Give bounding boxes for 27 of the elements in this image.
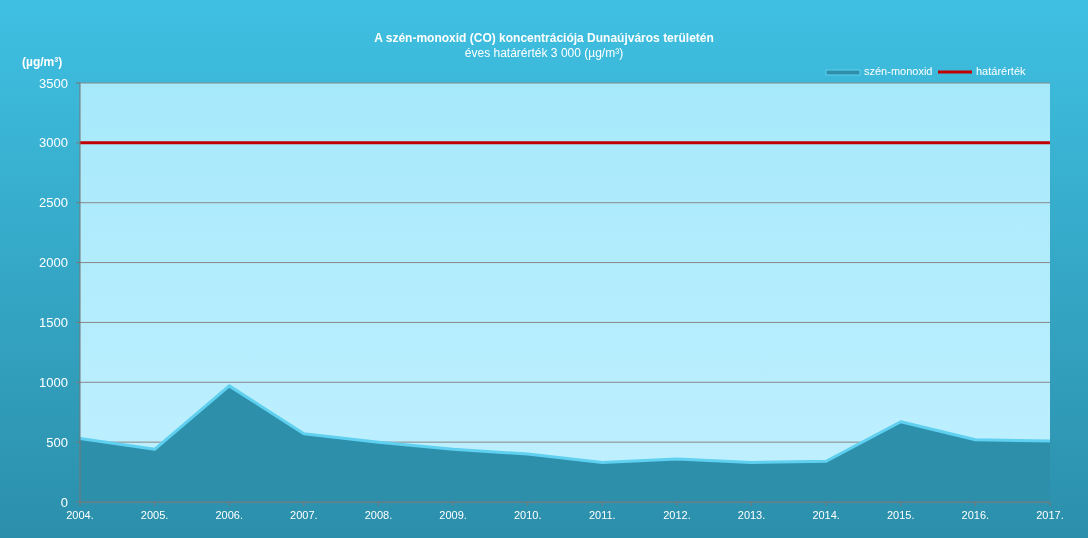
- y-tick-label: 3500: [39, 75, 68, 91]
- legend-label: szén-monoxid: [864, 65, 933, 77]
- legend-label: határérték: [976, 65, 1027, 77]
- x-tick-label: 2011.: [588, 509, 616, 521]
- x-tick-label: 2013.: [737, 509, 766, 521]
- y-tick-label: 500: [46, 434, 68, 450]
- y-axis-title: (µg/m³): [22, 55, 63, 69]
- x-tick-label: 2010.: [513, 509, 542, 521]
- y-tick-label: 1500: [39, 314, 68, 330]
- x-tick-label: 2012.: [663, 509, 691, 521]
- y-tick-label: 2500: [39, 195, 68, 211]
- x-tick-label: 2015.: [887, 509, 915, 521]
- x-tick-label: 2004.: [66, 509, 94, 521]
- x-tick-label: 2014.: [812, 509, 840, 521]
- x-tick-label: 2008.: [364, 509, 393, 521]
- chart-title: A szén-monoxid (CO) koncentrációja Dunaújváros területén: [374, 31, 714, 45]
- y-tick-label: 2000: [39, 255, 68, 271]
- y-tick-label: 1000: [39, 374, 68, 390]
- x-tick-label: 2006.: [215, 509, 243, 521]
- y-tick-label: 0: [60, 494, 68, 510]
- x-tick-label: 2007.: [290, 509, 318, 521]
- x-tick-label: 2005.: [140, 509, 169, 521]
- x-tick-label: 2016.: [961, 509, 990, 521]
- chart-subtitle: éves határérték 3 000 (µg/m³): [464, 46, 624, 60]
- x-tick-label: 2009.: [439, 509, 467, 521]
- x-tick-label: 2017.: [1036, 509, 1064, 521]
- y-tick-label: 3000: [39, 135, 68, 151]
